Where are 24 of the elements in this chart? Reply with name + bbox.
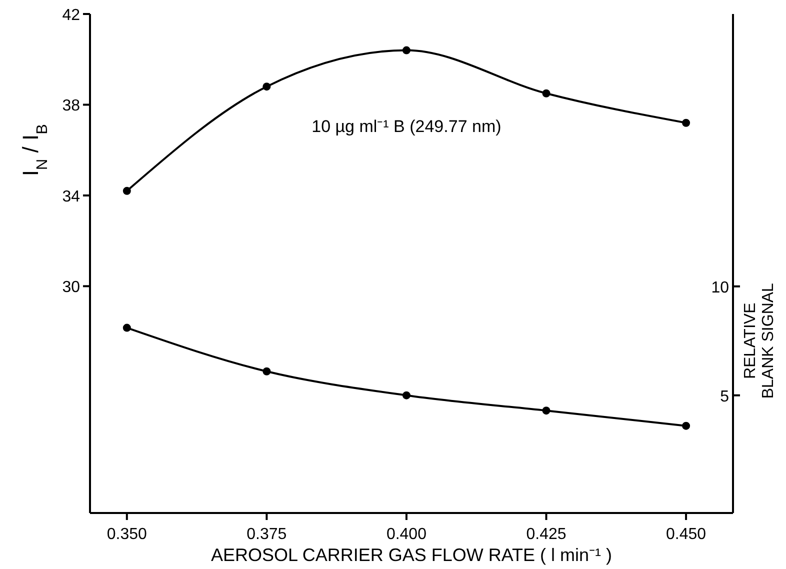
point <box>682 422 690 430</box>
point <box>542 406 550 415</box>
x-tick-label: 0.400 <box>386 526 427 543</box>
y-tick-label: 38 <box>62 98 80 115</box>
x-tick-label: 0.425 <box>526 526 566 543</box>
x-tick-label: 0.375 <box>246 526 287 543</box>
y-tick-label: 30 <box>62 279 80 296</box>
y2-tick-label: 10 <box>711 279 730 296</box>
point <box>402 391 410 400</box>
point <box>122 186 131 195</box>
x-tick-label: 0.450 <box>666 526 706 543</box>
x-tick-label: 0.350 <box>106 526 148 543</box>
annotation: 10 µg ml⁻¹ B (249.77 nm) <box>312 116 502 136</box>
y-tick-label: 34 <box>62 188 80 206</box>
point <box>122 324 131 332</box>
point <box>262 367 271 376</box>
x-axis-title: AEROSOL CARRIER GAS FLOW RATE ( l min⁻¹ ) <box>210 545 612 565</box>
point <box>542 89 550 98</box>
y2-tick-label: 5 <box>720 388 730 406</box>
y-tick-label: 42 <box>62 7 80 24</box>
point <box>402 46 410 54</box>
y2-axis-title: RELATIVE BLANK SIGNAL <box>742 282 777 399</box>
point <box>262 82 271 91</box>
point <box>682 118 690 127</box>
